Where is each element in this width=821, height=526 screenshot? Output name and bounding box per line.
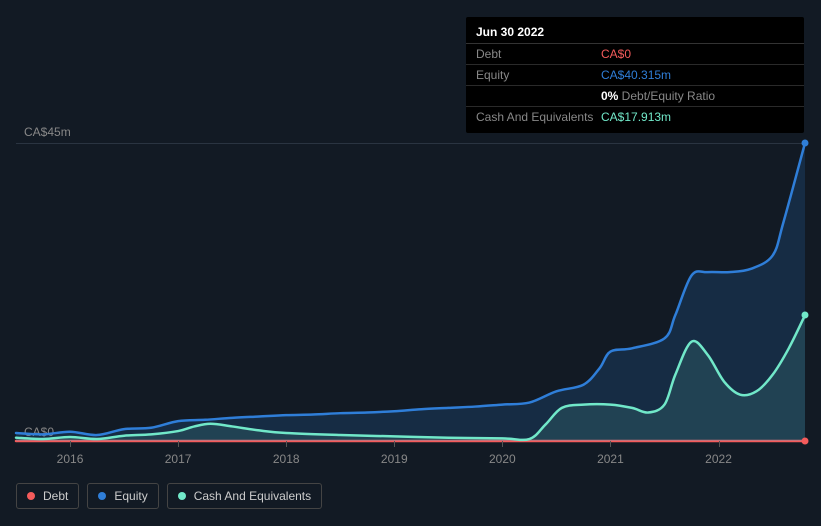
plot-area: [16, 143, 805, 441]
legend-dot-icon: [178, 492, 186, 500]
legend-label: Cash And Equivalents: [194, 489, 311, 503]
legend-label: Equity: [114, 489, 147, 503]
x-tick-mark: [394, 441, 395, 447]
legend-item-equity[interactable]: Equity: [87, 483, 158, 509]
legend-label: Debt: [43, 489, 68, 503]
legend-dot-icon: [27, 492, 35, 500]
tooltip-row-label: Debt: [476, 46, 601, 62]
tooltip-row: Cash And EquivalentsCA$17.913m: [466, 107, 804, 127]
legend-dot-icon: [98, 492, 106, 500]
legend-item-debt[interactable]: Debt: [16, 483, 79, 509]
series-end-dot: [802, 312, 809, 319]
series-end-dot: [802, 438, 809, 445]
debt-equity-chart: CA$45m CA$0 2016 2017 2018 2019 2020 2021 2022…: [0, 0, 821, 526]
x-tick-mark: [70, 441, 71, 447]
series-svg: [16, 143, 805, 441]
chart-legend: Debt Equity Cash And Equivalents: [16, 483, 322, 509]
tooltip-row: DebtCA$0: [466, 44, 804, 65]
hover-tooltip: Jun 30 2022 DebtCA$0EquityCA$40.315m0% D…: [466, 17, 804, 133]
series-end-dot: [802, 140, 809, 147]
tooltip-row-label: Equity: [476, 67, 601, 83]
legend-item-cash-and-equivalents[interactable]: Cash And Equivalents: [167, 483, 322, 509]
x-tick-label: 2019: [381, 452, 408, 466]
x-tick-label: 2021: [597, 452, 624, 466]
x-tick-label: 2022: [705, 452, 732, 466]
x-tick-mark: [286, 441, 287, 447]
tooltip-row-value: CA$17.913m: [601, 109, 794, 125]
x-tick-mark: [610, 441, 611, 447]
tooltip-row-value: CA$0: [601, 46, 794, 62]
x-tick-mark: [178, 441, 179, 447]
tooltip-row: 0% Debt/Equity Ratio: [466, 86, 804, 107]
tooltip-row-label: [476, 88, 601, 104]
x-tick-mark: [502, 441, 503, 447]
y-tick-label: CA$45m: [24, 125, 71, 139]
x-tick-mark: [719, 441, 720, 447]
tooltip-row: EquityCA$40.315m: [466, 65, 804, 86]
tooltip-row-value: CA$40.315m: [601, 67, 794, 83]
tooltip-row-value: 0% Debt/Equity Ratio: [601, 88, 794, 104]
x-tick-label: 2017: [165, 452, 192, 466]
x-tick-label: 2016: [57, 452, 84, 466]
x-tick-label: 2018: [273, 452, 300, 466]
tooltip-title: Jun 30 2022: [466, 23, 804, 44]
x-tick-label: 2020: [489, 452, 516, 466]
tooltip-row-label: Cash And Equivalents: [476, 109, 601, 125]
